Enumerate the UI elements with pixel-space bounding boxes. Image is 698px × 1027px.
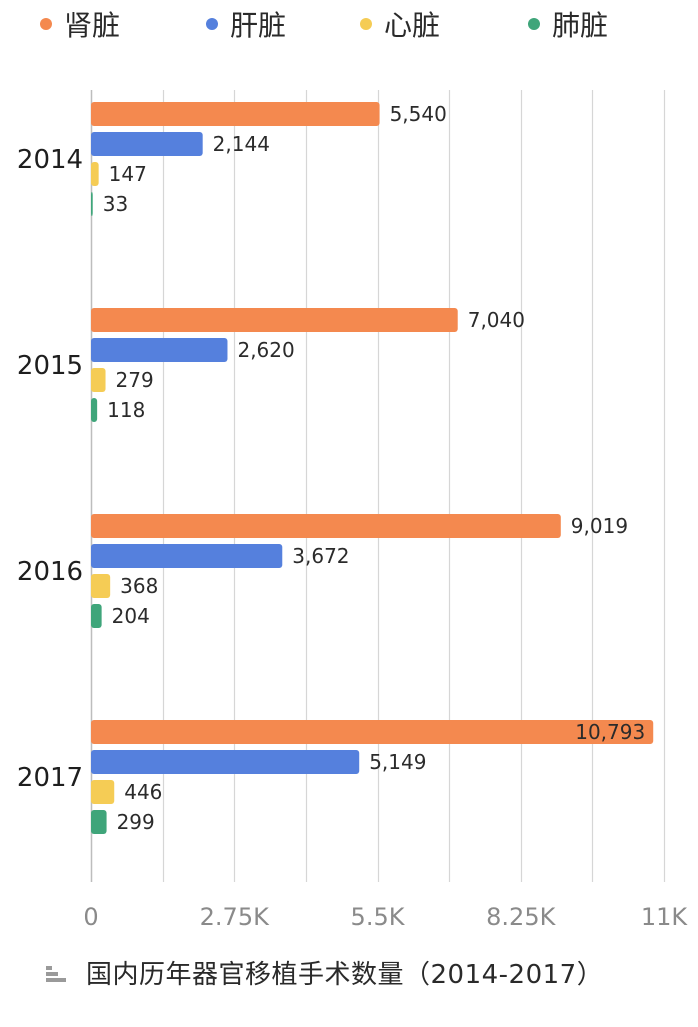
x-tick-label: 2.75K: [200, 903, 270, 931]
bar[interactable]: [91, 750, 360, 774]
bar[interactable]: [91, 162, 99, 186]
category-label: 2016: [17, 557, 83, 587]
bar[interactable]: [91, 574, 111, 598]
x-tick-label: 11K: [641, 903, 689, 931]
chart-caption: 国内历年器官移植手术数量（2014-2017）: [46, 950, 603, 994]
legend-marker-4: [528, 18, 540, 30]
data-label: 446: [124, 780, 162, 804]
bar[interactable]: [91, 604, 102, 628]
category-label: 2014: [17, 145, 83, 175]
category-label: 2015: [17, 351, 83, 381]
bar[interactable]: [91, 132, 203, 156]
data-label: 10,793: [575, 720, 645, 744]
data-label: 118: [107, 398, 145, 422]
bar[interactable]: [91, 192, 93, 216]
bar[interactable]: [91, 720, 654, 744]
legend-marker-3: [360, 18, 372, 30]
bar[interactable]: [91, 308, 458, 332]
x-tick-label: 0: [83, 903, 98, 931]
bar[interactable]: [91, 338, 228, 362]
bar[interactable]: [91, 514, 561, 538]
bar[interactable]: [91, 810, 107, 834]
legend-label-4: 肺脏: [552, 9, 608, 42]
bar-chart-icon: [46, 966, 68, 988]
data-label: 2,620: [237, 338, 294, 362]
data-label: 9,019: [571, 514, 628, 538]
bar[interactable]: [91, 544, 283, 568]
legend-marker-1: [40, 18, 52, 30]
bar[interactable]: [91, 780, 115, 804]
legend-label-1: 肾脏: [64, 9, 120, 42]
data-label: 2,144: [213, 132, 270, 156]
data-label: 279: [116, 368, 154, 392]
data-label: 5,149: [369, 750, 426, 774]
x-tick-label: 5.5K: [351, 903, 406, 931]
category-label: 2017: [17, 763, 83, 793]
bar[interactable]: [91, 102, 380, 126]
bar[interactable]: [91, 398, 98, 422]
data-label: 299: [117, 810, 155, 834]
bar[interactable]: [91, 368, 106, 392]
data-label: 5,540: [390, 102, 447, 126]
data-label: 7,040: [468, 308, 525, 332]
data-label: 3,672: [292, 544, 349, 568]
data-label: 33: [103, 192, 128, 216]
legend-label-2: 肝脏: [230, 9, 286, 42]
caption-text: 国内历年器官移植手术数量（2014-2017）: [86, 959, 604, 990]
data-label: 147: [109, 162, 147, 186]
x-tick-label: 8.25K: [486, 903, 556, 931]
data-label: 368: [120, 574, 158, 598]
legend-label-3: 心脏: [384, 9, 440, 42]
data-label: 204: [112, 604, 150, 628]
legend-marker-2: [206, 18, 218, 30]
